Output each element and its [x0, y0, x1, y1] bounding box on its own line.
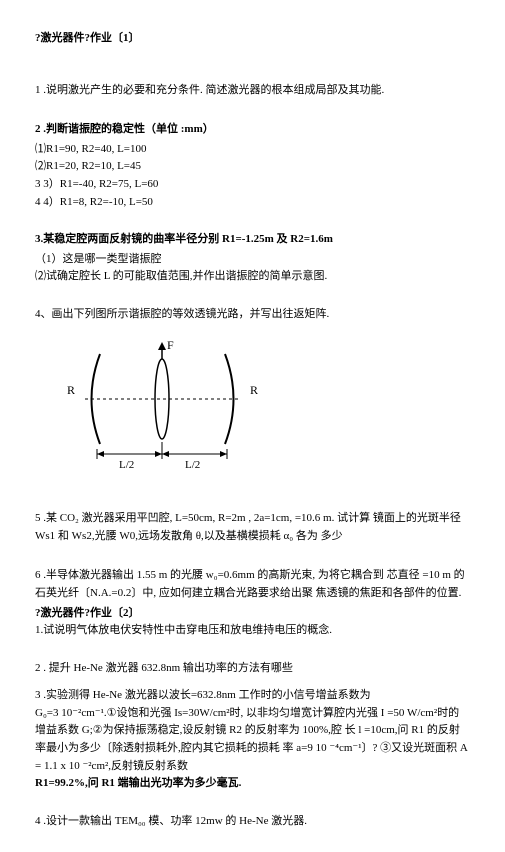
label-F: F	[167, 338, 174, 352]
label-R-left: R	[67, 383, 75, 397]
b2: 2 . 提升 He-Ne 激光器 632.8nm 输出功率的方法有哪些	[35, 660, 470, 678]
label-R-right: R	[250, 383, 258, 397]
q2-opt2: ⑵R1=20, R2=10, L=45	[35, 158, 470, 176]
cavity-diagram: F R R L/2 L/2	[55, 334, 470, 481]
q2-opt3: 3 3）R1=-40, R2=75, L=60	[35, 176, 470, 194]
q3-sub1: （1）这是哪一类型谐振腔	[35, 251, 470, 269]
b3-line1: 3 .实验测得 He-Ne 激光器以波长=632.8nm 工作时的小信号增益系数…	[35, 687, 470, 705]
q2-opt4: 4 4）R1=8, R2=-10, L=50	[35, 194, 470, 212]
label-L2-right: L/2	[185, 459, 200, 471]
q1: 1 .说明激光产生的必要和充分条件. 简述激光器的根本组成局部及其功能.	[35, 82, 470, 100]
b3-line3: R1=99.2%,问 R1 端输出光功率为多少毫瓦.	[35, 775, 470, 793]
q4: 4、画出下列图所示谐振腔的等效透镜光路，并写出往返矩阵.	[35, 306, 470, 324]
b1: 1.试说明气体放电伏安特性中击穿电压和放电维持电压的概念.	[35, 622, 470, 640]
assignment-title-2: ?激光器件?作业〔2〕	[35, 605, 470, 623]
q2-opt1: ⑴R1=90, R2=40, L=100	[35, 141, 470, 159]
q6: 6 .半导体激光器输出 1.55 m 的光腰 w₀=0.6mm 的高斯光束, 为…	[35, 567, 470, 602]
q3-sub2: ⑵试确定腔长 L 的可能取值范围,并作出谐振腔的简单示意图.	[35, 268, 470, 286]
q5: 5 .某 CO₂ 激光器采用平凹腔, L=50cm, R=2m , 2a=1cm…	[35, 510, 470, 545]
b4: 4 .设计一款输出 TEM₀₀ 模、功率 12mw 的 He-Ne 激光器.	[35, 813, 470, 831]
assignment-title-1: ?激光器件?作业〔1〕	[35, 30, 470, 48]
b3-line2: G₀=3 10⁻²cm⁻¹.①设饱和光强 Is=30W/cm²时, 以非均匀增宽…	[35, 705, 470, 775]
q2-header: 2 .判断谐振腔的稳定性（单位 :mm）	[35, 121, 470, 139]
q3-header: 3.某稳定腔两面反射镜的曲率半径分别 R1=-1.25m 及 R2=1.6m	[35, 231, 470, 249]
label-L2-left: L/2	[119, 459, 134, 471]
